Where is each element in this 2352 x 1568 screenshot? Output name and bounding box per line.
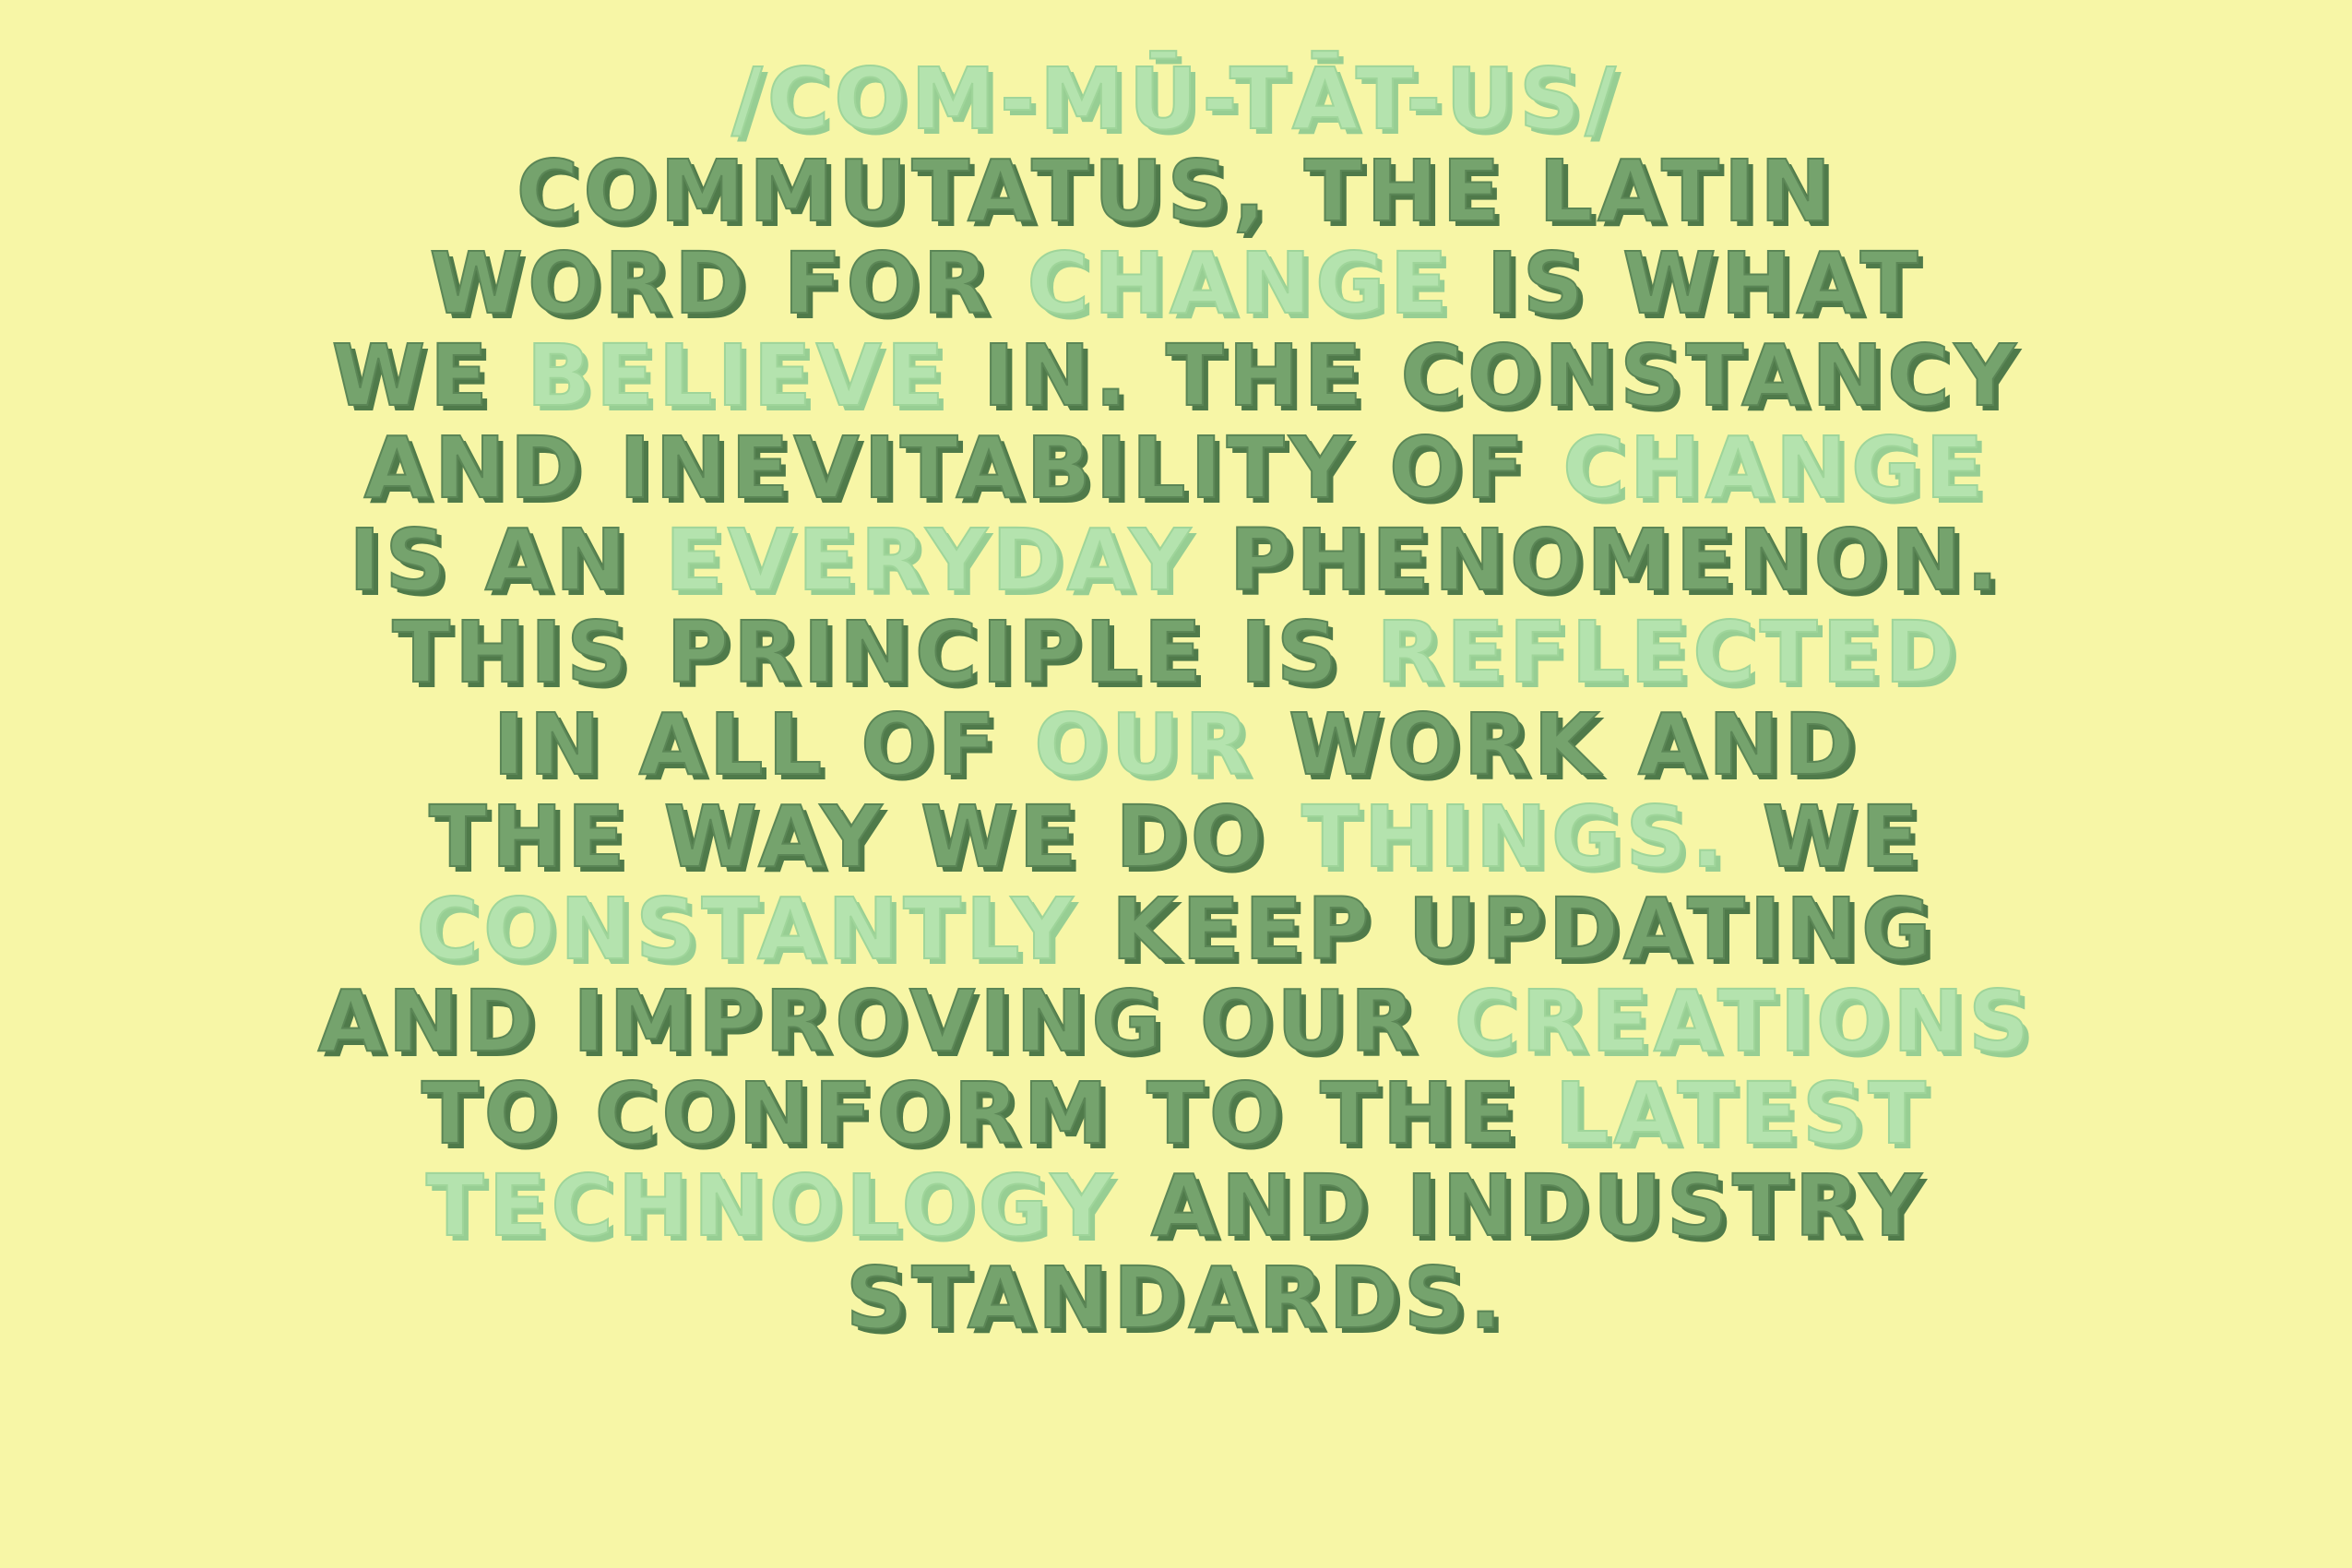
text-segment: AND INEVITABILITY OF: [363, 419, 1563, 517]
text-segment: WORK AND: [1254, 695, 1859, 794]
text-line: THIS PRINCIPLE IS REFLECTED: [0, 606, 2352, 700]
emphasized-word: OUR: [1033, 695, 1255, 794]
text-line: TO CONFORM TO THE LATEST: [0, 1067, 2352, 1161]
text-line: WORD FOR CHANGE IS WHAT: [0, 237, 2352, 331]
emphasized-word: CREATIONS: [1454, 972, 2035, 1071]
emphasized-word: LATEST: [1554, 1064, 1931, 1163]
emphasized-word: TECHNOLOGY: [425, 1157, 1117, 1255]
text-line: AND IMPROVING OUR CREATIONS: [0, 975, 2352, 1069]
emphasized-word: REFLECTED: [1375, 603, 1960, 702]
text-segment: PHENOMENON.: [1194, 511, 2003, 610]
text-segment: THE WAY WE DO: [428, 788, 1301, 886]
text-segment: COMMUTATUS, THE LATIN: [516, 142, 1836, 241]
text-segment: WE: [331, 327, 527, 425]
text-segment: AND INDUSTRY: [1116, 1157, 1927, 1255]
text-segment: TO CONFORM TO THE: [421, 1064, 1555, 1163]
text-segment: STANDARDS.: [845, 1249, 1507, 1348]
emphasized-word: CONSTANTLY: [415, 880, 1077, 979]
text-segment: IS WHAT: [1452, 234, 1923, 333]
text-line: TECHNOLOGY AND INDUSTRY: [0, 1157, 2352, 1255]
text-segment: KEEP UPDATING: [1076, 880, 1936, 979]
text-line: THE WAY WE DO THINGS. WE: [0, 788, 2352, 886]
text-segment: IN ALL OF: [492, 695, 1035, 794]
text-line: WE BELIEVE IN. THE CONSTANCY: [0, 327, 2352, 425]
text-segment: WORD FOR: [429, 234, 1028, 333]
emphasized-word: BELIEVE: [526, 327, 949, 425]
text-block: /COM-MŪ-TĀT-US/ COMMUTATUS, THE LATIN WOR…: [0, 50, 2352, 1346]
text-segment: WE: [1728, 788, 1924, 886]
text-segment: THIS PRINCIPLE IS: [391, 603, 1377, 702]
text-segment: IN. THE CONSTANCY: [948, 327, 2021, 425]
pronunciation-line: /COM-MŪ-TĀT-US/: [731, 50, 1621, 148]
text-line: IS AN EVERYDAY PHENOMENON.: [0, 514, 2352, 608]
emphasized-word: CHANGE: [1026, 234, 1453, 333]
text-line: AND INEVITABILITY OF CHANGE: [0, 419, 2352, 517]
text-line: COMMUTATUS, THE LATIN: [0, 145, 2352, 239]
text-line: STANDARDS.: [0, 1252, 2352, 1346]
emphasized-word: EVERYDAY: [664, 511, 1195, 610]
emphasized-word: THINGS.: [1301, 788, 1728, 886]
text-segment: AND IMPROVING OUR: [317, 972, 1455, 1071]
text-segment: IS AN: [348, 511, 665, 610]
emphasized-word: CHANGE: [1562, 419, 1989, 517]
body-lines: COMMUTATUS, THE LATIN WORD FOR CHANGE IS …: [0, 145, 2352, 1346]
text-line: IN ALL OF OUR WORK AND: [0, 698, 2352, 792]
text-line: CONSTANTLY KEEP UPDATING: [0, 883, 2352, 977]
